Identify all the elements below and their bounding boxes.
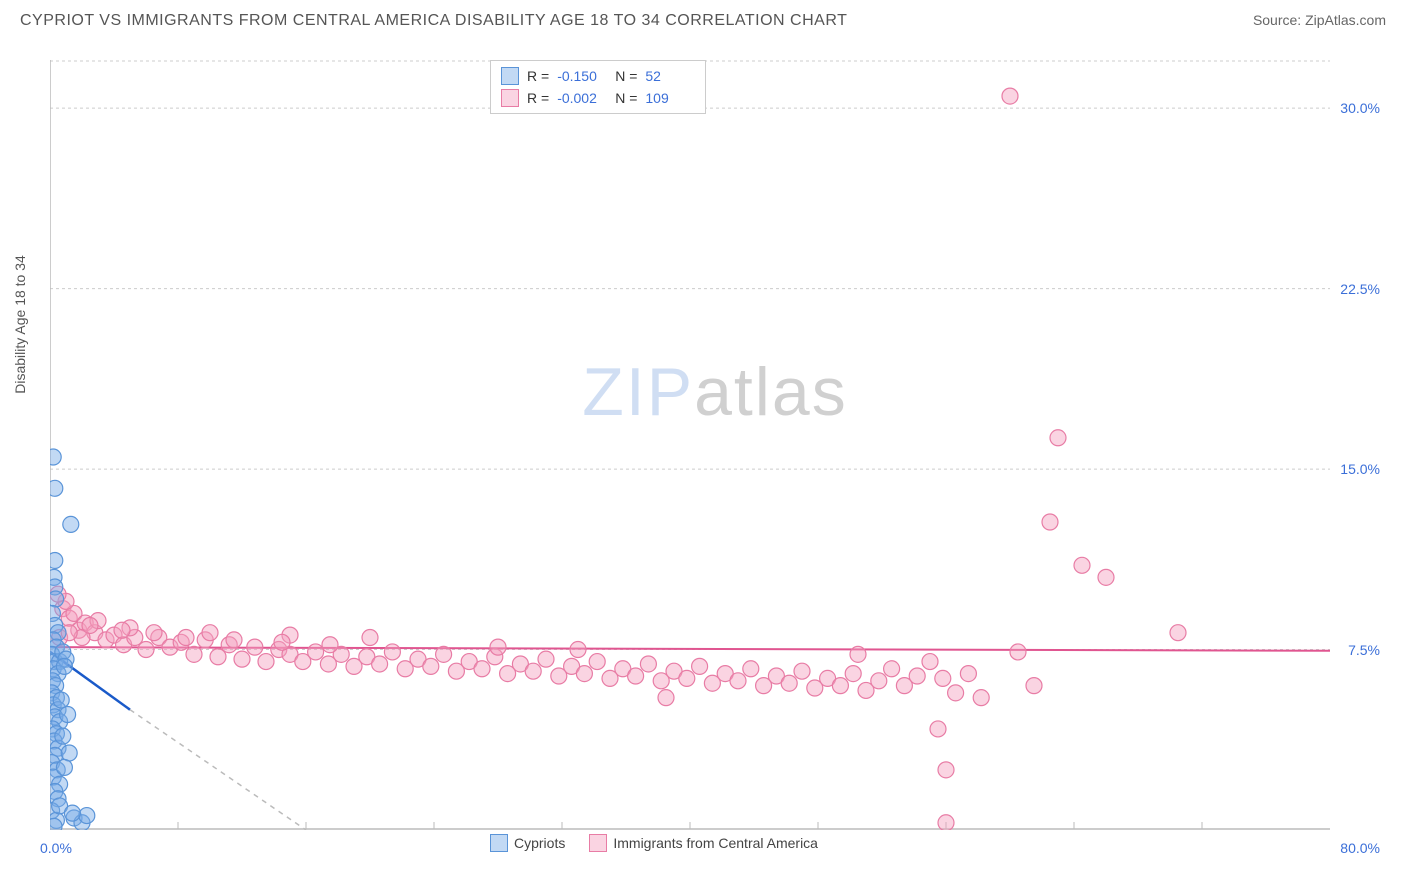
r-label: R = <box>527 90 549 106</box>
swatch-cypriots <box>490 834 508 852</box>
legend-item-immigrants: Immigrants from Central America <box>589 834 818 852</box>
legend-row-cypriots: R = -0.150 N = 52 <box>501 65 695 87</box>
chart-title: CYPRIOT VS IMMIGRANTS FROM CENTRAL AMERI… <box>20 12 847 30</box>
y-tick-label: 22.5% <box>1340 281 1380 297</box>
legend-item-cypriots: Cypriots <box>490 834 565 852</box>
x-max-label: 80.0% <box>1340 840 1380 856</box>
swatch-immigrants <box>501 89 519 107</box>
r-value-immigrants: -0.002 <box>557 90 607 106</box>
scatter-plot <box>50 60 1330 830</box>
y-tick-label: 7.5% <box>1348 642 1380 658</box>
chart-header: CYPRIOT VS IMMIGRANTS FROM CENTRAL AMERI… <box>0 0 1406 34</box>
series-legend: Cypriots Immigrants from Central America <box>490 834 818 852</box>
r-value-cypriots: -0.150 <box>557 68 607 84</box>
y-tick-label: 30.0% <box>1340 100 1380 116</box>
chart-area: Disability Age 18 to 34 ZIPatlas R = -0.… <box>50 60 1380 850</box>
source-label: Source: <box>1253 12 1301 28</box>
legend-label-immigrants: Immigrants from Central America <box>613 835 818 851</box>
n-label: N = <box>615 90 637 106</box>
source-attribution: Source: ZipAtlas.com <box>1253 12 1386 28</box>
n-value-cypriots: 52 <box>645 68 695 84</box>
source-value: ZipAtlas.com <box>1305 12 1386 28</box>
y-tick-label: 15.0% <box>1340 461 1380 477</box>
swatch-cypriots <box>501 67 519 85</box>
n-label: N = <box>615 68 637 84</box>
legend-row-immigrants: R = -0.002 N = 109 <box>501 87 695 109</box>
x-min-label: 0.0% <box>40 840 72 856</box>
n-value-immigrants: 109 <box>645 90 695 106</box>
legend-label-cypriots: Cypriots <box>514 835 565 851</box>
correlation-legend: R = -0.150 N = 52 R = -0.002 N = 109 <box>490 60 706 114</box>
swatch-immigrants <box>589 834 607 852</box>
y-axis-label: Disability Age 18 to 34 <box>12 255 28 394</box>
r-label: R = <box>527 68 549 84</box>
